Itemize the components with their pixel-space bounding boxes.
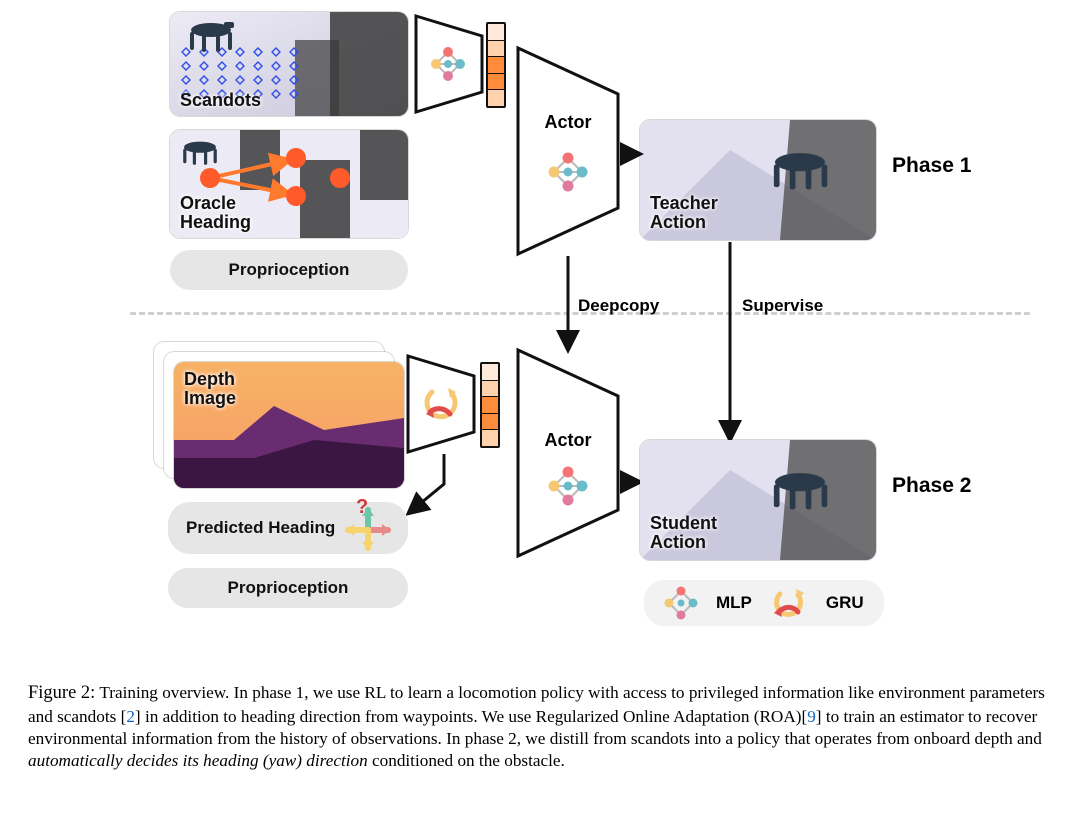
caption-em: automatically decides its heading (yaw) … (28, 751, 368, 770)
supervise-label: Supervise (742, 296, 823, 316)
phase-1-label: Phase 1 (892, 154, 971, 178)
robot-icon (172, 134, 228, 170)
proprioception-label: Proprioception (229, 260, 350, 280)
oracle-heading-image: Oracle Heading (170, 130, 408, 238)
feature-vector-1 (486, 22, 506, 108)
oracle-heading-label: Oracle Heading (180, 194, 251, 232)
depth-image-label: Depth Image (184, 370, 236, 408)
caption-text-4: conditioned on the obstacle. (368, 751, 565, 770)
gru-icon (422, 384, 460, 422)
predicted-heading-pill: Predicted Heading ? (168, 502, 408, 554)
predicted-heading-label: Predicted Heading (186, 518, 335, 538)
phase-2-label: Phase 2 (892, 474, 971, 498)
proprioception-label: Proprioception (228, 578, 349, 598)
actor-2: Actor (518, 350, 618, 556)
actor-label: Actor (518, 112, 618, 133)
robot-icon (760, 144, 840, 194)
encoder-1 (416, 16, 482, 112)
caption-text-2: ] in addition to heading direction from … (135, 707, 807, 726)
actor-label: Actor (518, 430, 618, 451)
depth-image-stack: Depth Image (154, 342, 408, 492)
citation-link-2[interactable]: 9 (807, 707, 816, 726)
legend-mlp-label: MLP (716, 593, 752, 613)
gru-icon (770, 586, 808, 620)
proprioception-pill-1: Proprioception (170, 250, 408, 290)
teacher-action-label: Teacher Action (650, 194, 718, 232)
direction-arrows-icon (340, 504, 396, 552)
scandots-image: Scandots (170, 12, 408, 116)
figure-caption: Figure 2: Training overview. In phase 1,… (28, 682, 1052, 772)
legend: MLP GRU (644, 580, 884, 626)
scandots-label: Scandots (180, 91, 261, 110)
student-action-image: Student Action (640, 440, 876, 560)
figure-label: Figure 2: (28, 683, 95, 703)
mlp-icon (430, 46, 466, 82)
legend-gru-label: GRU (826, 593, 864, 613)
mlp-icon (548, 466, 588, 506)
citation-link-1[interactable]: 2 (126, 707, 135, 726)
deepcopy-label: Deepcopy (578, 296, 659, 316)
mlp-icon (664, 586, 698, 620)
teacher-action-image: Teacher Action (640, 120, 876, 240)
student-action-label: Student Action (650, 514, 717, 552)
feature-vector-2 (480, 362, 500, 448)
encoder-2 (408, 356, 474, 452)
figure-canvas: Scandots (30, 12, 1050, 672)
mlp-icon (548, 152, 588, 192)
actor-1: Actor (518, 48, 618, 254)
robot-icon (176, 14, 246, 58)
proprioception-pill-2: Proprioception (168, 568, 408, 608)
robot-icon (760, 464, 840, 514)
